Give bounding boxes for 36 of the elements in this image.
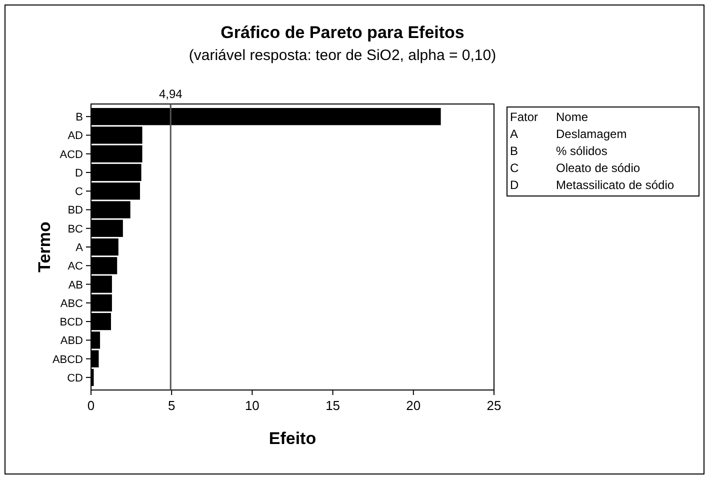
text: A — [510, 127, 518, 141]
text: Metassilicato de sódio — [556, 178, 674, 192]
ref-line-label: 4,94 — [158, 87, 183, 101]
x-axis-title: Efeito — [268, 429, 316, 448]
text: % sólidos — [556, 144, 608, 158]
text: Deslamagem — [556, 127, 627, 141]
y-tick-label: C — [75, 186, 84, 198]
x-tick-label: 15 — [326, 398, 340, 413]
y-tick-label: BD — [68, 204, 84, 217]
y-tick-label: AB — [68, 279, 83, 292]
y-tick-label: B — [76, 112, 83, 124]
y-tick-label: ACD — [60, 148, 84, 161]
x-tick-label: 10 — [244, 398, 260, 413]
chart-title: Gráfico de Pareto para Efeitos — [220, 23, 464, 42]
text: B — [510, 144, 518, 158]
text: Nome — [556, 110, 588, 124]
y-tick-label: AD — [68, 130, 84, 142]
y-tick-label: D — [75, 167, 84, 180]
y-tick-label: CD — [67, 372, 84, 384]
text: D — [510, 178, 519, 192]
y-tick-label: ABCD — [52, 354, 84, 366]
text: Oleato de sódio — [556, 161, 640, 175]
text: C — [510, 161, 519, 175]
y-tick-label: BCD — [60, 316, 84, 329]
x-tick-label: 20 — [406, 398, 421, 413]
y-tick-label: ABC — [60, 298, 84, 310]
y-tick-label: A — [76, 242, 84, 254]
text: Fator — [510, 110, 538, 124]
y-tick-label: ABD — [60, 335, 84, 348]
y-axis-title: Termo — [35, 222, 54, 272]
x-tick-label: 0 — [87, 398, 95, 413]
y-tick-label: AC — [68, 260, 84, 273]
chart-subtitle: (variável resposta: teor de SiO2, alpha = 0,10) — [188, 47, 496, 64]
x-tick-label: 5 — [168, 398, 176, 413]
x-tick-label: 25 — [486, 398, 502, 413]
y-tick-label: BC — [68, 223, 84, 236]
